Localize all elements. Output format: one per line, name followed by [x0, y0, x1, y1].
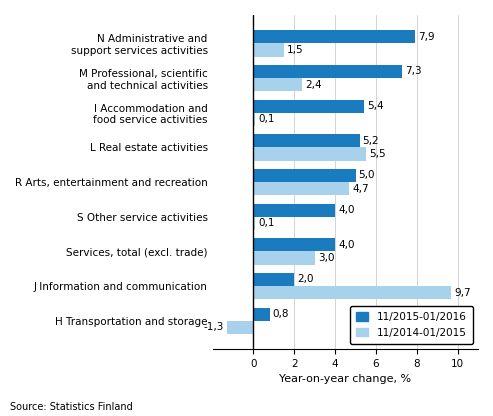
Text: 3,0: 3,0	[318, 253, 334, 263]
Text: 4,7: 4,7	[352, 183, 369, 193]
Bar	[253, 169, 355, 182]
Bar	[253, 286, 452, 299]
Text: 2,0: 2,0	[297, 275, 314, 285]
Bar	[253, 78, 302, 91]
Bar	[253, 43, 284, 57]
Text: 2,4: 2,4	[306, 79, 322, 89]
Bar	[253, 182, 350, 195]
Bar	[253, 113, 255, 126]
Bar	[253, 99, 364, 113]
Text: 9,7: 9,7	[455, 287, 471, 297]
Text: 7,9: 7,9	[418, 32, 434, 42]
Text: 4,0: 4,0	[338, 205, 354, 215]
Text: 4,0: 4,0	[338, 240, 354, 250]
Bar	[253, 307, 270, 321]
Bar	[253, 273, 294, 286]
Bar	[253, 238, 335, 251]
Text: Source: Statistics Finland: Source: Statistics Finland	[10, 402, 133, 412]
Bar	[253, 134, 359, 147]
Text: 5,2: 5,2	[363, 136, 379, 146]
Bar	[253, 203, 335, 217]
Text: -1,3: -1,3	[204, 322, 224, 332]
Text: 0,1: 0,1	[258, 218, 275, 228]
Text: 5,0: 5,0	[358, 171, 375, 181]
Bar	[253, 65, 402, 78]
Legend: 11/2015-01/2016, 11/2014-01/2015: 11/2015-01/2016, 11/2014-01/2015	[350, 306, 473, 344]
X-axis label: Year-on-year change, %: Year-on-year change, %	[279, 374, 411, 384]
Text: 1,5: 1,5	[287, 45, 304, 55]
Text: 7,3: 7,3	[406, 67, 422, 77]
Text: 5,5: 5,5	[369, 149, 386, 159]
Bar	[227, 321, 253, 334]
Bar	[253, 251, 315, 265]
Bar	[253, 217, 255, 230]
Text: 5,4: 5,4	[367, 101, 384, 111]
Bar	[253, 30, 415, 43]
Bar	[253, 147, 366, 161]
Text: 0,8: 0,8	[273, 309, 289, 319]
Text: 0,1: 0,1	[258, 114, 275, 124]
